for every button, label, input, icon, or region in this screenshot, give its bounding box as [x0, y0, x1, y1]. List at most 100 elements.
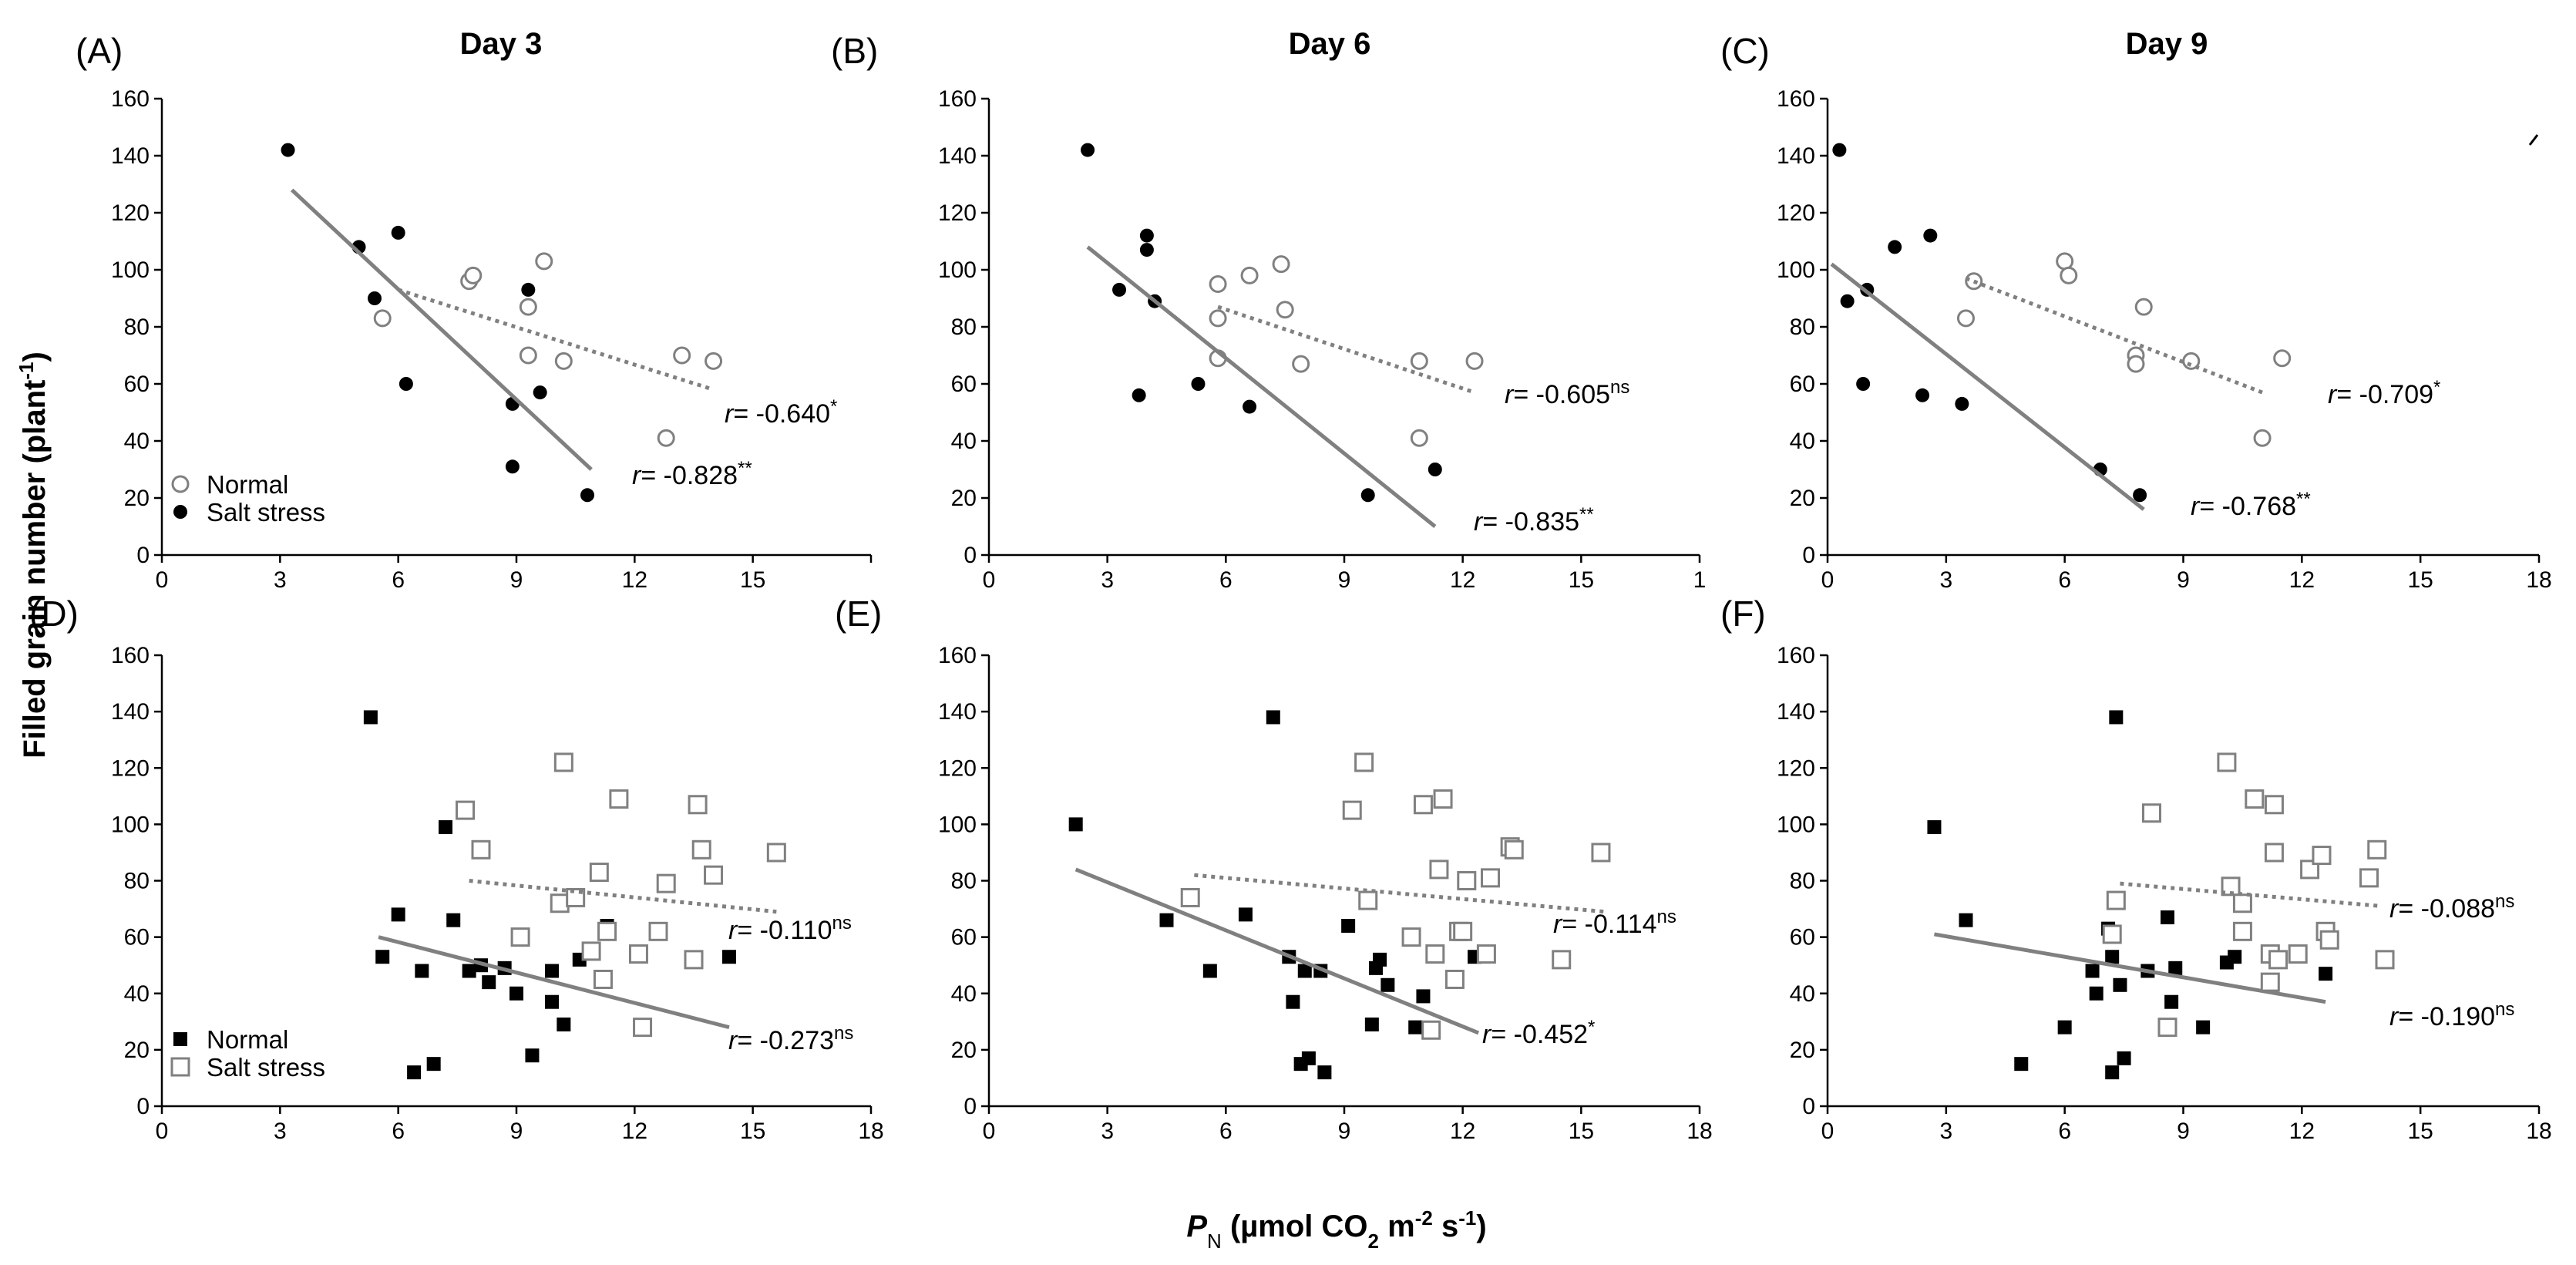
x-tick-label: 9 [1338, 1119, 1351, 1144]
y-tick-label: 160 [111, 643, 150, 668]
data-point [1465, 352, 1484, 370]
series-salt-stress: r= -0.088ns [2102, 752, 2514, 1038]
data-point [633, 1018, 653, 1038]
data-point [545, 994, 559, 1009]
data-point [482, 975, 496, 990]
data-point [1243, 399, 1257, 414]
x-tick-label: 3 [274, 567, 287, 593]
data-point [1955, 396, 1969, 411]
fit-line-solid [1934, 932, 2326, 1004]
series-normal: r= -0.452* [1068, 710, 1595, 1080]
data-point [2127, 355, 2145, 373]
data-point [589, 863, 609, 883]
data-point [1428, 463, 1442, 476]
r-label: r= -0.768** [2191, 489, 2311, 522]
data-point [2106, 890, 2126, 910]
data-point [1368, 961, 1383, 975]
data-point [1364, 1017, 1379, 1031]
data-point [2113, 977, 2127, 992]
data-point [2260, 972, 2280, 992]
data-point [1276, 301, 1294, 319]
data-point [1380, 977, 1395, 992]
data-point [597, 921, 617, 941]
data-point [368, 291, 382, 305]
data-point [2196, 1020, 2211, 1035]
data-point [1139, 243, 1154, 257]
panel-a: (A) Day 3 0 20 40 60 80 100 120 140 160 0 3 6 9 12 15 r= … [76, 27, 873, 593]
data-point [553, 752, 573, 772]
x-tick-label: 0 [983, 1119, 996, 1144]
x-tick-label: 9 [510, 1119, 523, 1144]
data-point [628, 944, 648, 964]
data-point [545, 964, 559, 978]
panel-e: (E) 0 20 40 60 80 100 120 140 160 0 3 6 9 12 15 18 r= -0.… [835, 594, 1713, 1144]
fit-line-solid [378, 935, 730, 1030]
data-point [1317, 1065, 1332, 1080]
fit-line-dotted [2120, 881, 2382, 908]
series-normal: r= -0.273ns [363, 710, 853, 1080]
data-point [505, 459, 520, 474]
data-point [464, 266, 483, 284]
fit-line-dotted [397, 288, 715, 392]
data-point [1504, 839, 1524, 860]
r-label: r= -0.452* [1482, 1017, 1595, 1050]
y-tick-label: 100 [1777, 812, 1815, 837]
data-point [1202, 964, 1217, 978]
r-label: r= -0.828** [632, 458, 752, 491]
x-tick-label: 15 [1569, 567, 1594, 593]
data-point [722, 950, 736, 964]
x-tick-label: 12 [1450, 1119, 1475, 1144]
data-point [1341, 919, 1356, 933]
x-tick-label: 18 [2526, 567, 2551, 593]
data-point [609, 789, 629, 809]
data-point [2217, 752, 2237, 772]
data-point [581, 941, 601, 961]
y-tick-label: 80 [951, 869, 977, 894]
data-point [704, 865, 724, 885]
data-point [557, 1017, 571, 1031]
fit-line-dotted [1965, 276, 2263, 395]
data-point [2105, 1065, 2120, 1080]
data-point [1927, 820, 1942, 835]
legend-label: Normal [207, 470, 288, 499]
data-point [1413, 795, 1433, 815]
data-point [2253, 429, 2272, 447]
data-point [1209, 275, 1227, 293]
y-tick-label: 120 [111, 200, 150, 226]
y-tick-label: 0 [963, 1094, 977, 1119]
data-point [1112, 282, 1127, 297]
data-point [1433, 789, 1453, 809]
data-point [1408, 1020, 1423, 1035]
data-point [691, 839, 711, 860]
fit-line-solid [290, 188, 593, 471]
x-tick-label: 12 [622, 1119, 647, 1144]
y-tick-label: 160 [1777, 643, 1815, 668]
data-point [673, 346, 691, 365]
x-tick-label: 18 [2526, 1119, 2551, 1144]
fit-line-dotted [469, 879, 777, 914]
y-tick-label: 80 [1790, 315, 1815, 340]
data-point [439, 820, 452, 835]
data-point [1888, 240, 1902, 254]
data-point [2057, 1020, 2072, 1035]
data-point [399, 377, 413, 391]
data-point [2134, 298, 2153, 316]
data-point [1301, 1051, 1316, 1065]
data-point [657, 429, 675, 447]
data-point [2117, 1051, 2131, 1065]
y-tick-label: 120 [1777, 200, 1815, 226]
series-salt-stress: r= -0.114ns [1180, 752, 1676, 1040]
data-point [281, 143, 295, 157]
data-point [2245, 789, 2265, 809]
x-tick-label: 9 [1338, 567, 1351, 593]
y-tick-label: 140 [938, 143, 977, 169]
data-point [2109, 710, 2124, 725]
r-label: r= -0.709* [2328, 377, 2440, 410]
y-tick-label: 0 [963, 543, 977, 568]
data-point [2264, 843, 2284, 863]
x-tick-label: 9 [510, 567, 523, 593]
data-point [519, 346, 537, 365]
series-normal: r= -0.190ns [1927, 710, 2514, 1080]
data-point [1956, 309, 1975, 328]
y-tick-label: 100 [938, 257, 977, 283]
